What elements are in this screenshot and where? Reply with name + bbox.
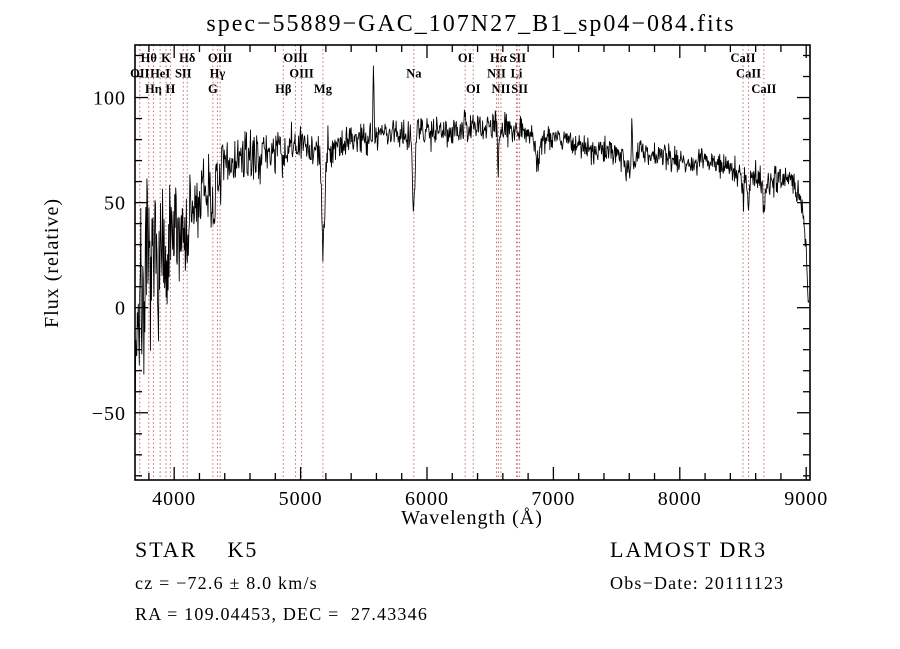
y-tick-label: 0 [115, 298, 126, 320]
spectral-line-label: CaII [751, 82, 776, 96]
x-tick-label: 9000 [784, 488, 828, 510]
spectral-line-label: OIII [289, 67, 313, 81]
plot-area: OIIHθHηHeIKHSIIHδGHγOIIIHβOIIIOIIIMgNaOI… [92, 44, 828, 510]
plot-title: spec−55889−GAC_107N27_B1_sp04−084.fits [206, 11, 735, 37]
footer-obs-date: Obs−Date: 20111123 [610, 573, 784, 593]
footer-cz: cz = −72.6 ± 8.0 km/s [135, 573, 318, 593]
x-axis-label: Wavelength (Å) [401, 507, 543, 529]
spectral-line-label: Hγ [210, 67, 226, 81]
x-tick-label: 5000 [279, 488, 323, 510]
y-tick-label: 100 [93, 88, 126, 110]
spectral-line-label: Hη [145, 82, 162, 96]
footer-classification: STAR K5 [135, 537, 258, 562]
y-tick-label: −50 [92, 403, 126, 425]
x-tick-label: 8000 [658, 488, 702, 510]
spectral-line-label: Hβ [275, 82, 292, 96]
spectral-line-label: OIII [283, 51, 307, 65]
spectral-line-label: OII [130, 67, 150, 81]
spectral-line-label: OI [458, 51, 473, 65]
y-axis-label: Flux (relative) [41, 198, 63, 328]
spectral-line-label: K [161, 51, 171, 65]
spectral-line-label: OI [466, 82, 481, 96]
spectral-line-label: Hδ [179, 51, 196, 65]
spectral-line-label: G [208, 82, 218, 96]
spectral-line-label: NII [492, 82, 511, 96]
footer-survey: LAMOST DR3 [610, 537, 767, 562]
y-tick-label: 50 [104, 193, 126, 215]
spectral-line-label: H [166, 82, 176, 96]
spectral-line-label: SII [509, 51, 526, 65]
x-tick-label: 6000 [405, 488, 449, 510]
spectrum-trace [135, 65, 810, 414]
spectral-line-label: Hα [490, 51, 507, 65]
spectral-line-label: Li [511, 67, 523, 81]
x-tick-label: 7000 [531, 488, 575, 510]
x-tick-label: 4000 [152, 488, 196, 510]
spectral-line-label: Mg [314, 82, 333, 96]
spectral-line-label: Na [406, 67, 422, 81]
spectral-line-label: Hθ [141, 51, 157, 65]
plot-frame [134, 44, 811, 481]
footer-ra-dec: RA = 109.04453, DEC = 27.43346 [135, 604, 428, 624]
spectral-line-label: CaII [730, 51, 755, 65]
spectral-line-label: SII [175, 67, 192, 81]
spectral-line-label: CaII [736, 67, 761, 81]
spectral-line-label: NII [487, 67, 506, 81]
spectral-line-label: SII [511, 82, 528, 96]
spectral-line-label: OIII [208, 51, 232, 65]
spectral-line-label: HeI [150, 67, 170, 81]
